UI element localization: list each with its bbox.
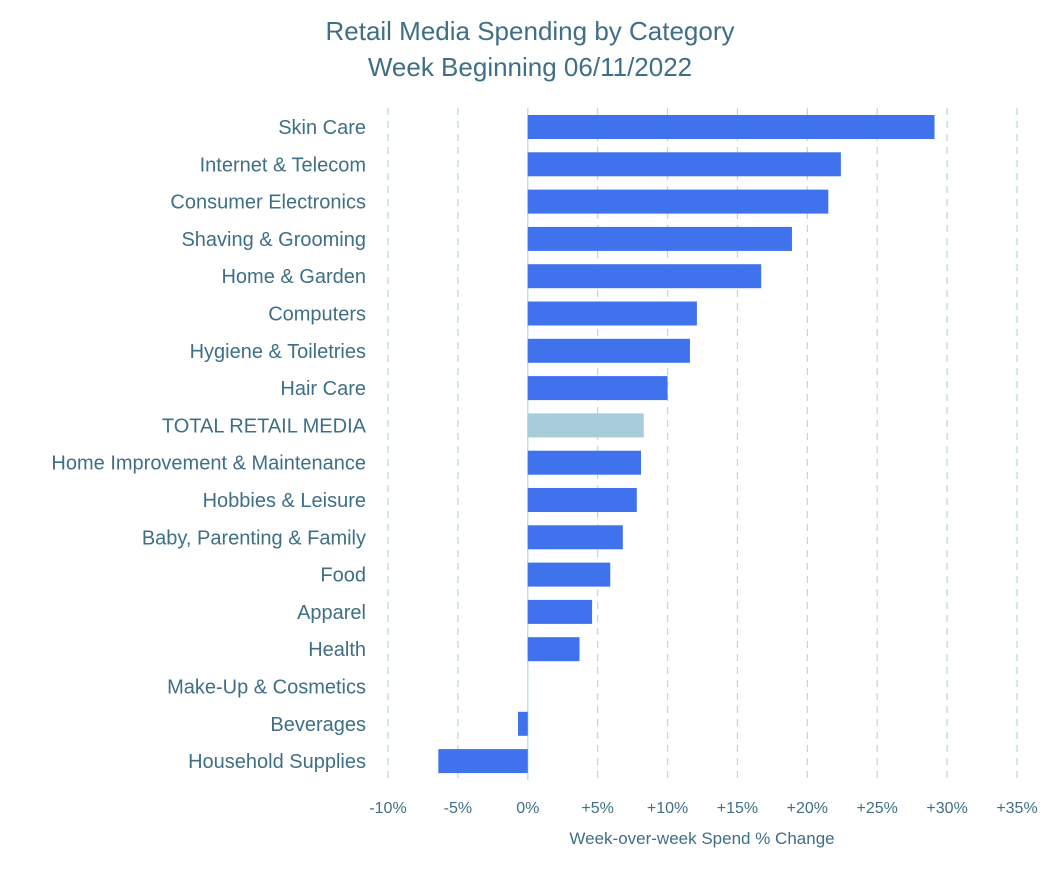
bar	[527, 450, 641, 475]
x-tick-label: -5%	[444, 800, 472, 817]
category-label: Skin Care	[278, 117, 366, 139]
x-tick-labels: -10% -5% 0% +5% +10% +15% +20% +25% +30% +35%	[369, 800, 1037, 817]
bar	[527, 226, 792, 251]
x-tick-label: +35%	[996, 800, 1037, 817]
category-label: Hobbies & Leisure	[203, 490, 366, 512]
x-tick-label: -10%	[369, 800, 406, 817]
grid-lines	[387, 108, 1018, 780]
bar	[438, 749, 528, 774]
bar	[517, 711, 528, 736]
category-labels: Skin Care Internet & Telecom Consumer Elec…	[51, 117, 366, 773]
category-label: Household Supplies	[188, 751, 366, 773]
bars	[438, 115, 935, 774]
category-label: Computers	[268, 304, 366, 326]
category-label: Make-Up & Cosmetics	[167, 677, 366, 699]
bar	[527, 115, 935, 139]
bar	[527, 599, 593, 624]
chart-subtitle: Week Beginning 06/11/2022	[367, 52, 693, 82]
x-tick-label: +5%	[581, 800, 613, 817]
bar	[527, 637, 580, 662]
bar	[527, 338, 690, 363]
category-label: Home Improvement & Maintenance	[51, 453, 366, 475]
x-tick-label: +10%	[647, 800, 688, 817]
bar	[527, 376, 668, 401]
x-axis-label: Week-over-week Spend % Change	[569, 829, 834, 848]
category-label: Health	[308, 639, 366, 661]
category-label: Home & Garden	[221, 266, 366, 288]
bar	[527, 525, 623, 550]
bar	[527, 488, 637, 512]
category-label: Baby, Parenting & Family	[142, 527, 366, 549]
x-tick-label: +25%	[857, 800, 898, 817]
category-label: Beverages	[270, 714, 366, 736]
category-label: Hair Care	[280, 378, 366, 400]
bar-highlight	[527, 413, 644, 438]
x-tick-label: +20%	[787, 800, 828, 817]
bar	[527, 264, 762, 289]
category-label: Internet & Telecom	[200, 154, 366, 176]
x-tick-label: +30%	[926, 800, 967, 817]
category-label: Consumer Electronics	[170, 192, 366, 214]
category-label: Shaving & Grooming	[181, 229, 366, 251]
category-label: Apparel	[297, 602, 366, 624]
chart-title: Retail Media Spending by Category	[325, 16, 735, 46]
bar	[527, 152, 841, 177]
x-tick-label: +15%	[717, 800, 758, 817]
category-label: TOTAL RETAIL MEDIA	[162, 415, 367, 437]
bar	[527, 301, 697, 326]
category-label: Hygiene & Toiletries	[190, 341, 366, 363]
category-label: Food	[320, 565, 366, 587]
bar	[527, 189, 829, 214]
x-tick-label: 0%	[516, 800, 539, 817]
bar	[527, 562, 611, 587]
